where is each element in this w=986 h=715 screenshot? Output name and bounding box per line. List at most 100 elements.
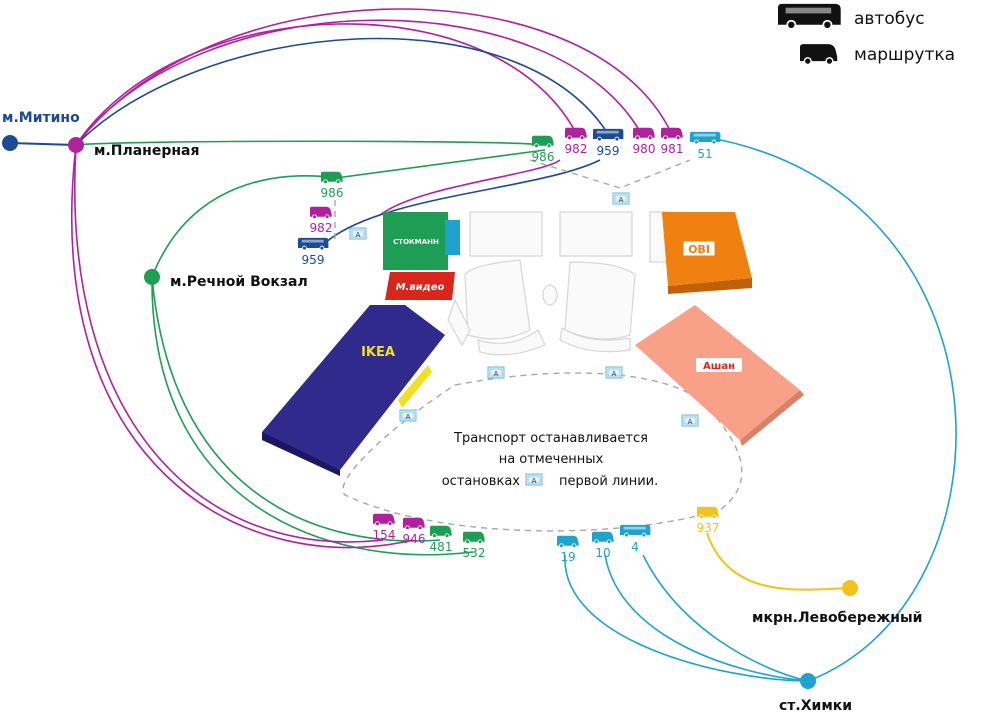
route-number: 481 [430,540,453,554]
route-line-986-left [151,175,337,278]
stations: м.Митино м.Планерная м.Речной Вокзал мкр… [2,110,922,714]
stockmann-label: СТОКМАНН [393,238,439,246]
route-line-982-left [379,159,561,216]
route-line-982 [75,23,579,146]
stockmann-annex [445,220,460,255]
minibus-icon [557,535,579,549]
route-number: 981 [661,142,684,156]
minibus-icon [800,44,838,66]
stockmann-store [383,212,448,270]
route-line-986-link [335,149,546,179]
minibus-icon [661,127,683,141]
stop-sign-ikea [399,409,417,422]
mvideo-store [385,272,455,300]
bus-icon [690,131,721,145]
route-line-4 [642,554,809,682]
levoberezhny-label: мкрн.Левобережный [752,610,922,626]
note-stop-sign-icon [525,473,543,486]
planernaya-node [68,137,84,153]
stop-sign-left [349,227,367,240]
ikea-label: IKEA [361,345,395,360]
route-line-19 [564,554,809,682]
route-number: 19 [560,550,575,564]
route-badge-946: 946 [403,517,426,546]
route-line-481 [151,276,441,542]
minibus-icon [403,517,425,531]
route-number: 937 [697,521,720,535]
minibus-icon [373,513,395,527]
route-number: 532 [463,546,486,560]
planernaya-label: м.Планерная [94,143,199,159]
legend-minibus-label: маршрутка [854,45,955,65]
minibus-icon [430,525,452,539]
minibus-icon [697,506,719,520]
route-line-980 [75,19,644,146]
mvideo-label: М.видео [396,282,445,293]
route-badge-154: 154 [373,513,396,542]
auchan-store [635,305,800,440]
route-line-981 [75,8,674,146]
route-lines [9,8,957,682]
first-line-note: Транспорт останавливается на отмеченных … [442,431,659,489]
route-line-154 [74,144,384,543]
route-badge-937: 937 [697,506,720,535]
obi-label: OBI [688,243,710,256]
minibus-icon [592,531,614,545]
stop-sign-center [487,366,505,379]
route-line-532 [151,276,474,556]
route-badge-982: 982 [565,127,588,156]
route-number: 986 [532,150,555,164]
minibus-icon [565,127,587,141]
minibus-icon [321,171,343,185]
route-number: 959 [302,253,325,267]
khimki-node [800,673,816,689]
route-badge-4: 4 [620,524,651,554]
route-badge-980: 980 [633,127,655,156]
route-line-959 [75,37,611,146]
route-badge-981: 981 [661,127,684,156]
rechnoy-label: м.Речной Вокзал [170,274,308,290]
ikea-store [262,305,445,470]
note-line-1: Транспорт останавливается [453,431,648,446]
bus-icon [298,237,329,251]
stop-sign-auchan [681,414,699,427]
note-line-3b: первой линии. [559,474,658,489]
note-line-3a: остановках [442,474,521,489]
khimki-label: ст.Химки [779,698,852,714]
route-number: 959 [597,144,620,158]
note-line-2: на отмеченных [499,452,604,467]
route-number: 154 [373,528,396,542]
route-badge-51: 51 [690,131,721,161]
route-line-10 [604,554,809,682]
route-number: 986 [321,186,344,200]
legend-bus-label: автобус [854,9,925,29]
route-number: 982 [565,142,588,156]
route-badge-959: 959 [298,237,329,267]
minibus-icon [532,135,554,149]
route-line-946 [70,144,414,549]
route-badge-19: 19 [557,535,579,564]
mitino-node [2,135,18,151]
route-number: 51 [697,147,712,161]
levoberezhny-node [842,580,858,596]
mitino-label: м.Митино [2,110,80,126]
auchan-label: Ашан [703,361,735,372]
ikea-entrance [398,365,432,408]
route-badge-986: 986 [532,135,555,164]
route-line-986-top [75,140,541,146]
route-line-51 [704,136,957,682]
minibus-icon [633,127,655,141]
stop-sign-top [612,192,630,205]
bus-icon [620,524,651,538]
minibus-icon [463,531,485,545]
route-line-937 [706,532,851,591]
route-badges: 986 982 959 980 981 51 986 982 959 154 946 481 532 19… [298,127,721,564]
bus-icon [778,3,841,30]
minibus-icon [310,206,332,220]
route-number: 4 [631,540,639,554]
route-badge-10: 10 [592,531,614,560]
route-badge-959: 959 [593,128,624,158]
route-badge-986: 986 [321,171,344,200]
route-number: 946 [403,532,426,546]
